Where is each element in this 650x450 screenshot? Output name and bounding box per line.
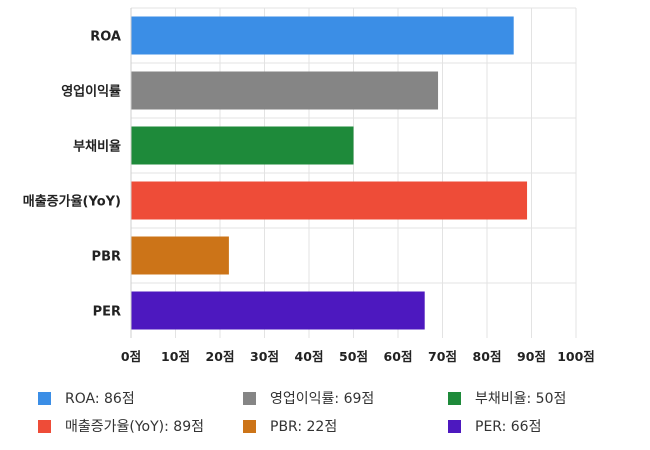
bar xyxy=(131,71,439,110)
category-label: 매출증가율(YoY) xyxy=(23,194,121,210)
category-label: 부채비율 xyxy=(73,139,121,155)
legend-label: PBR: 22점 xyxy=(270,419,338,435)
x-tick-label: 40점 xyxy=(295,349,324,364)
legend-swatch xyxy=(448,391,461,405)
bar xyxy=(131,236,229,275)
bar xyxy=(131,181,528,220)
x-tick-label: 80점 xyxy=(473,349,502,364)
legend-item-revenue-growth[interactable]: 매출증가율(YoY): 89점 xyxy=(38,416,204,436)
x-tick-label: 0점 xyxy=(121,349,141,364)
legend-swatch xyxy=(38,391,51,405)
x-tick-label: 20점 xyxy=(206,349,235,364)
legend-item-per[interactable]: PER: 66점 xyxy=(448,416,541,436)
legend-swatch xyxy=(243,419,256,433)
x-tick-label: 10점 xyxy=(161,349,190,364)
legend-label: PER: 66점 xyxy=(475,419,542,435)
x-tick-label: 30점 xyxy=(250,349,279,364)
legend-swatch xyxy=(448,419,461,433)
legend-label: 매출증가율(YoY): 89점 xyxy=(65,419,204,435)
category-label: 영업이익률 xyxy=(61,84,121,100)
legend-item-operating-margin[interactable]: 영업이익률: 69점 xyxy=(243,388,374,408)
category-label: PER xyxy=(93,305,121,320)
legend-label: 부채비율: 50점 xyxy=(475,391,567,407)
legend-item-roa[interactable]: ROA: 86점 xyxy=(38,388,135,408)
bar xyxy=(131,291,425,330)
category-label: PBR xyxy=(92,250,121,265)
legend-item-debt-ratio[interactable]: 부채비율: 50점 xyxy=(448,388,566,408)
legend-label: 영업이익률: 69점 xyxy=(270,391,375,407)
bar xyxy=(131,126,354,165)
x-tick-label: 60점 xyxy=(384,349,413,364)
x-tick-label: 90점 xyxy=(517,349,546,364)
category-label: ROA xyxy=(90,30,121,45)
x-tick-label: 70점 xyxy=(428,349,457,364)
legend-swatch xyxy=(243,391,256,405)
bar xyxy=(131,16,514,55)
legend-label: ROA: 86점 xyxy=(65,391,135,407)
legend-swatch xyxy=(38,419,51,433)
x-tick-label: 50점 xyxy=(339,349,368,364)
x-tick-label: 100점 xyxy=(557,349,595,364)
legend-item-pbr[interactable]: PBR: 22점 xyxy=(243,416,337,436)
